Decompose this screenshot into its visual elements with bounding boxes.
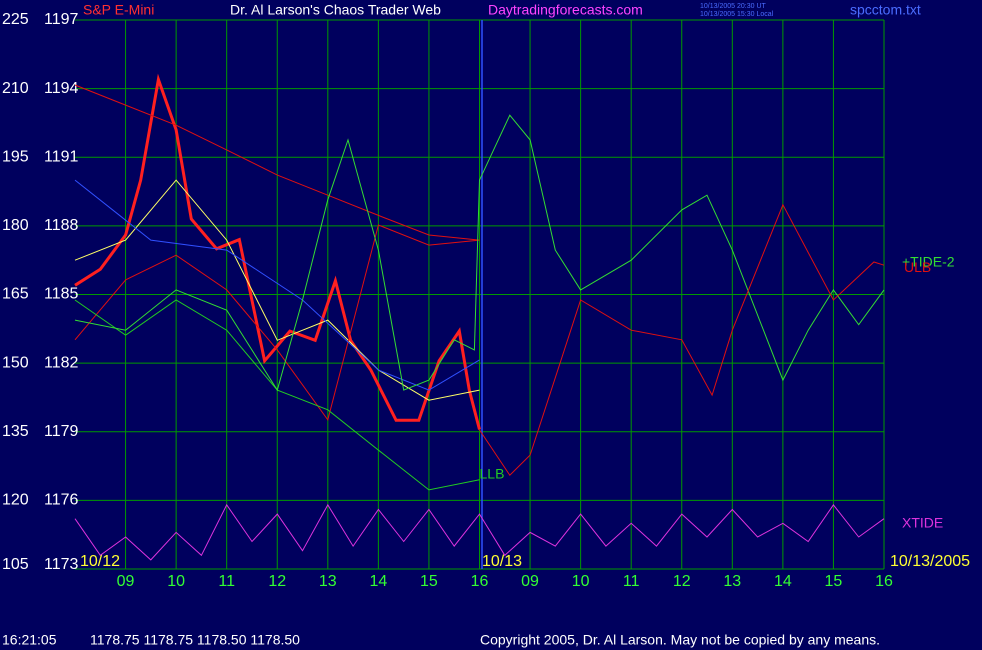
x-tick-label: 15 (420, 573, 438, 590)
legend-label: LLB (480, 465, 505, 481)
x-tick-label: 14 (369, 573, 387, 590)
time-ut: 10/13/2005 20:30 UT (700, 3, 766, 10)
y-tick-label: 225 (2, 11, 29, 28)
y-tick-label: 180 (2, 217, 29, 234)
x-tick-label: 11 (218, 573, 235, 590)
y-tick-label: 165 (2, 286, 29, 303)
footer-quote: 1178.75 1178.75 1178.50 1178.50 (90, 632, 300, 648)
x-tick-label: 12 (268, 573, 286, 590)
footer-time: 16:21:05 (2, 632, 57, 648)
x-tick-label: 16 (875, 573, 893, 590)
y-tick-label: 195 (2, 148, 29, 165)
x-tick-label: 14 (774, 573, 792, 590)
x-tick-label: 10 (572, 573, 590, 590)
y2-tick-label: 1188 (44, 217, 79, 234)
copyright: Copyright 2005, Dr. Al Larson. May not b… (480, 632, 880, 648)
x-tick-label: 12 (673, 573, 691, 590)
series-line (74, 73, 481, 430)
legend-label: XTIDE (902, 514, 943, 530)
x-tick-label: 10 (167, 573, 185, 590)
legend-label: ULB (904, 259, 931, 275)
y2-tick-label: 1185 (44, 286, 79, 303)
y2-tick-label: 1197 (44, 11, 79, 28)
y-tick-label: 150 (2, 354, 29, 371)
y-tick-label: 210 (2, 80, 29, 97)
x-tick-label: 16 (471, 573, 489, 590)
site-url[interactable]: Daytradingforecasts.com (488, 2, 643, 18)
y-tick-label: 120 (2, 492, 29, 509)
y-tick-label: 135 (2, 423, 29, 440)
y2-tick-label: 1194 (44, 80, 79, 97)
x-tick-label: 15 (825, 573, 843, 590)
series-line (479, 203, 885, 476)
y2-tick-label: 1179 (44, 423, 79, 440)
date-label: 10/13 (482, 553, 522, 570)
x-tick-label: 09 (521, 573, 539, 590)
y2-tick-label: 1182 (44, 354, 79, 371)
series-line (74, 114, 885, 392)
chart-title: S&P E-Mini (83, 2, 154, 18)
series-line (74, 503, 885, 561)
y2-tick-label: 1191 (44, 148, 79, 165)
x-tick-label: 09 (117, 573, 135, 590)
y2-tick-label: 1173 (44, 556, 79, 573)
x-tick-label: 11 (623, 573, 640, 590)
y2-tick-label: 1176 (44, 492, 79, 509)
y-tick-label: 105 (2, 556, 29, 573)
series-line (74, 179, 480, 401)
date-label: 10/12 (80, 553, 120, 570)
series-line (74, 84, 480, 241)
date-label: 10/13/2005 (890, 553, 970, 570)
x-tick-label: 13 (723, 573, 741, 590)
legend-label: +TIDE-2 (902, 254, 955, 270)
site-title: Dr. Al Larson's Chaos Trader Web (230, 2, 441, 18)
x-tick-label: 13 (319, 573, 337, 590)
file-name: spcctom.txt (850, 2, 921, 18)
series-line (74, 224, 480, 422)
time-local: 10/13/2005 15:30 Local (700, 11, 774, 18)
